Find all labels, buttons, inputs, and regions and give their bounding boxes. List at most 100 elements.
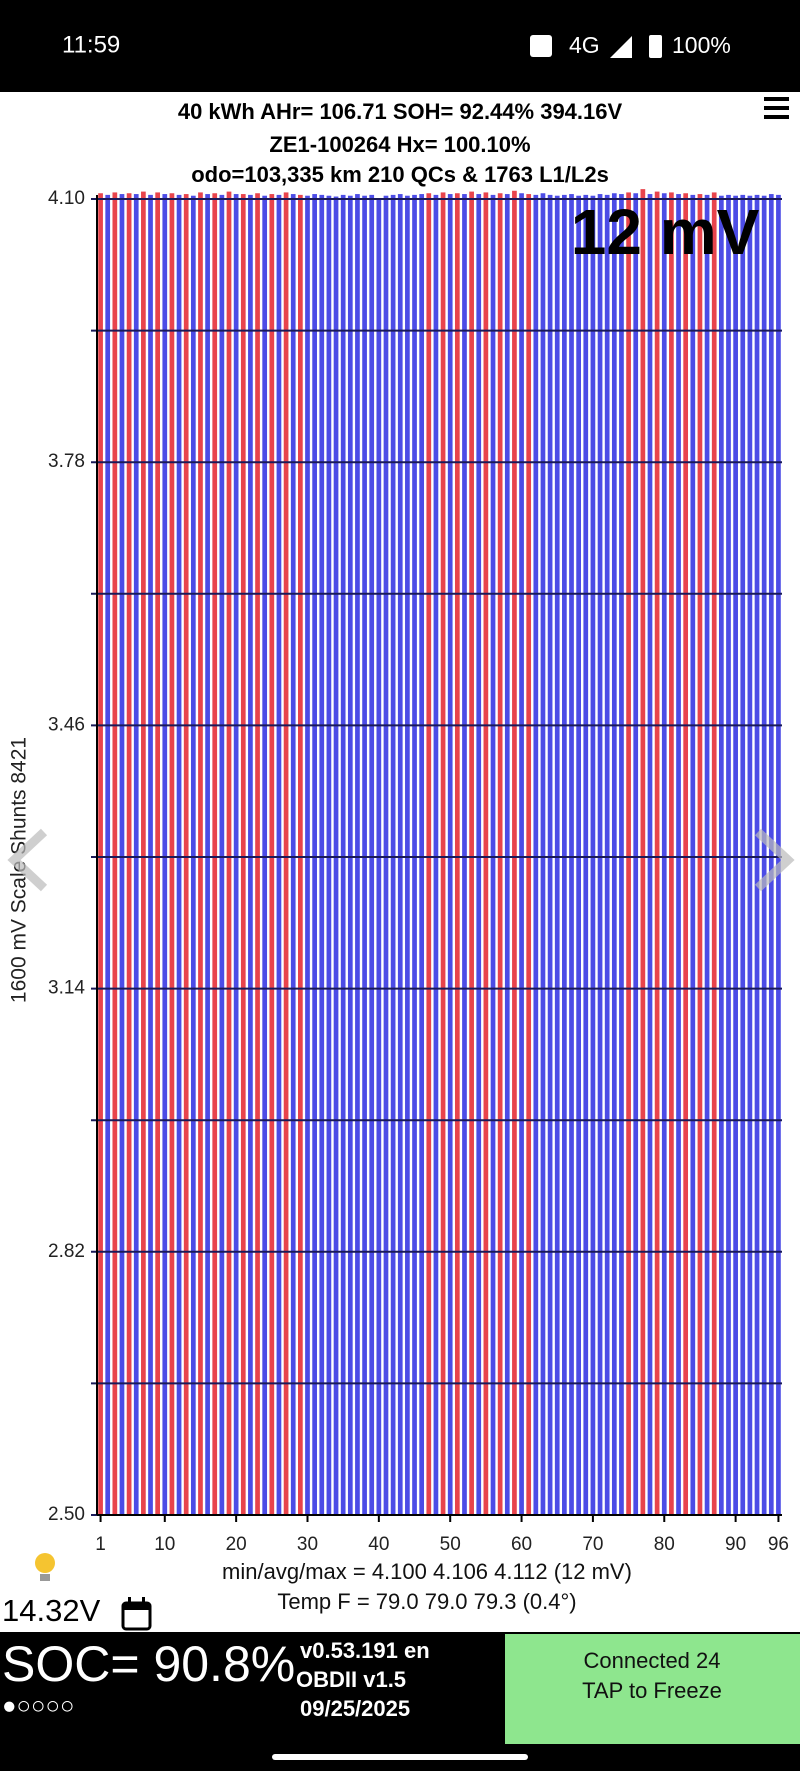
bar [319, 194, 325, 1516]
bar [526, 194, 532, 1516]
bar [576, 195, 581, 1516]
bar [604, 194, 610, 1516]
signal-icon [610, 36, 632, 58]
bar [305, 195, 310, 1516]
bar [697, 194, 703, 1516]
bar [383, 195, 389, 1516]
battery: 100% [672, 32, 731, 58]
bar [562, 194, 567, 1516]
bar [654, 191, 660, 1515]
bar [597, 194, 603, 1516]
bar [761, 195, 767, 1516]
y-tick-label: 3.78 [48, 451, 85, 472]
bar [283, 192, 289, 1515]
status-text: Connected 24 [584, 1648, 721, 1673]
bar [98, 193, 103, 1516]
y-tick-label: 3.14 [48, 978, 85, 999]
bar [640, 189, 646, 1515]
bar [169, 193, 175, 1516]
y-tick-label: 3.46 [48, 714, 85, 735]
battery-icon [649, 35, 662, 58]
menu-button[interactable] [764, 97, 789, 119]
bar [440, 192, 446, 1515]
bar [454, 193, 460, 1516]
x-tick-label: 60 [511, 1534, 532, 1555]
bar [447, 194, 453, 1516]
bar [462, 194, 467, 1516]
bar [469, 191, 474, 1515]
date: 09/25/2025 [300, 1696, 410, 1721]
temperature: Temp F = 79.0 79.0 79.3 (0.4°) [277, 1589, 576, 1614]
y-tick-label: 2.82 [48, 1241, 85, 1262]
bar [497, 193, 503, 1516]
bar [119, 194, 125, 1516]
x-tick-label: 80 [654, 1534, 675, 1555]
bar [754, 194, 760, 1516]
bar [583, 194, 589, 1516]
bar [626, 192, 631, 1515]
bar [240, 194, 246, 1516]
next-arrow[interactable] [754, 828, 795, 892]
freeze-button[interactable]: Connected 24 TAP to Freeze [505, 1634, 800, 1744]
clock: 11:59 [62, 31, 120, 58]
bar [519, 193, 524, 1516]
bar [126, 193, 132, 1516]
bar [419, 194, 425, 1516]
bar [248, 194, 253, 1516]
bar [661, 193, 667, 1516]
plot: 2.50 2.82 3.14 3.46 3.78 4.10 1 10 20 30 40 50 60 70 8… [48, 188, 789, 1555]
bar [212, 193, 218, 1516]
bar [669, 192, 674, 1515]
bar [547, 194, 553, 1516]
bar [483, 192, 489, 1515]
bar [255, 193, 260, 1516]
bar [298, 194, 303, 1516]
header-line: odo=103,335 km 210 QCs & 1763 L1/L2s [191, 162, 609, 187]
bar [105, 194, 111, 1516]
bar [347, 195, 353, 1516]
bar [733, 195, 738, 1516]
x-tick-label: 40 [368, 1534, 389, 1555]
x-tick-label: 20 [226, 1534, 247, 1555]
obd: OBDII v1.5 [296, 1667, 406, 1692]
bar [190, 195, 196, 1516]
bar [711, 192, 717, 1515]
bar [569, 194, 574, 1516]
calendar-icon[interactable] [121, 1597, 152, 1631]
bar [718, 195, 724, 1516]
bar [269, 194, 275, 1516]
bar [405, 195, 410, 1516]
bar [162, 194, 168, 1516]
bar [690, 194, 696, 1516]
bar [683, 193, 689, 1516]
bar [554, 195, 560, 1516]
summary: min/avg/max = 4.100 4.106 4.112 (12 mV) [222, 1559, 632, 1584]
x-tick-label: 50 [440, 1534, 461, 1555]
bar [426, 193, 432, 1516]
bar [141, 191, 146, 1515]
bar [219, 194, 225, 1516]
bar [112, 192, 118, 1515]
volte-icon [530, 35, 552, 57]
bar [676, 194, 681, 1516]
bar [340, 194, 346, 1516]
bar [611, 193, 617, 1516]
header-line: ZE1-100264 Hx= 100.10% [269, 132, 530, 157]
x-tick-label: 30 [297, 1534, 318, 1555]
header-line: 40 kWh AHr= 106.71 SOH= 92.44% 394.16V [178, 99, 623, 124]
bar [633, 193, 639, 1516]
bar [490, 194, 496, 1516]
bar [226, 191, 232, 1515]
prev-arrow[interactable] [7, 828, 48, 892]
bar [476, 194, 482, 1516]
bar [768, 194, 774, 1516]
bar [176, 194, 182, 1516]
bar [362, 195, 367, 1516]
y-tick-label: 4.10 [48, 188, 85, 209]
soc-dots: ●○○○○ [2, 1692, 74, 1719]
version: v0.53.191 en [300, 1638, 430, 1663]
bulb-icon[interactable] [35, 1553, 55, 1581]
bar [704, 194, 710, 1516]
bar [647, 194, 653, 1516]
